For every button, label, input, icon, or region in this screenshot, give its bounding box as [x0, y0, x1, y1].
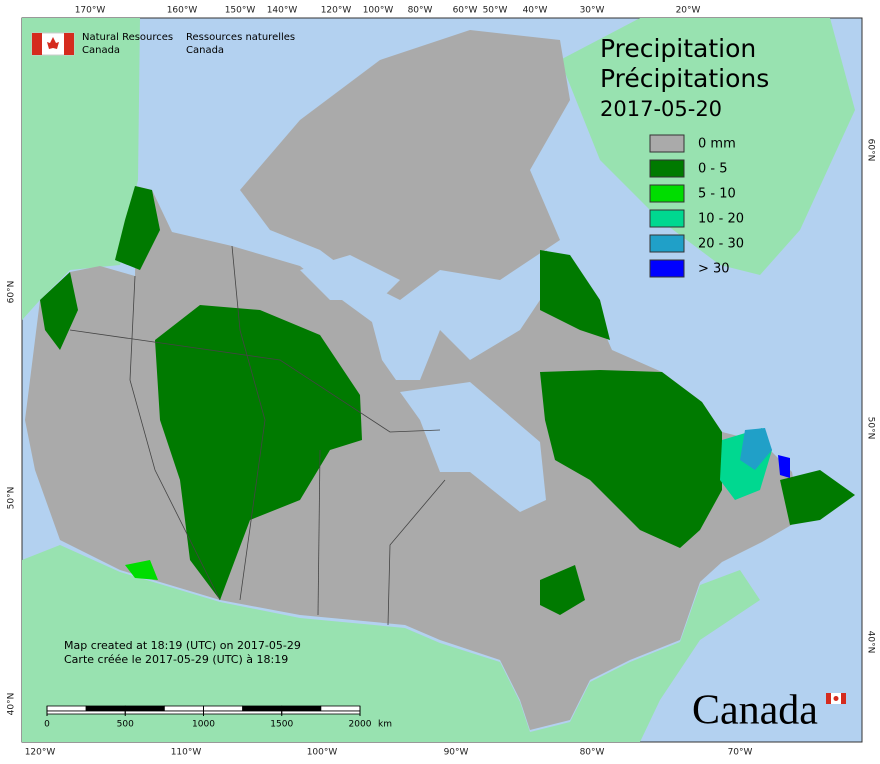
legend-swatch — [649, 184, 685, 203]
title: Précipitations — [600, 64, 769, 93]
greenland — [560, 18, 855, 275]
longitude-label: 110°W — [171, 748, 202, 758]
border — [231, 245, 266, 601]
wordmark: Canada — [692, 688, 818, 734]
longitude-label: 160°W — [167, 6, 198, 16]
precip-ontario — [540, 565, 585, 615]
flag-leaf — [47, 37, 59, 49]
longitude-label: 30°W — [580, 6, 605, 16]
date: 2017-05-20 — [600, 97, 722, 121]
legend-swatch — [649, 259, 685, 278]
border — [129, 275, 221, 601]
longitude-label: 100°W — [363, 6, 394, 16]
scale-label: 0 — [44, 720, 50, 730]
scale-segment — [281, 705, 322, 712]
scale-label: 1000 — [192, 720, 215, 730]
border — [69, 329, 441, 433]
channel — [300, 255, 400, 300]
precip-newfoundland — [780, 470, 855, 525]
precip-north-yukon — [115, 186, 160, 270]
flag-band — [826, 693, 831, 704]
latitude-label: 50°N — [7, 487, 17, 510]
border — [317, 449, 321, 616]
land — [22, 18, 855, 742]
border — [387, 479, 446, 626]
longitude-label: 120°W — [25, 748, 56, 758]
scale-segment — [124, 705, 165, 712]
scale-segment — [203, 705, 244, 712]
legend-label: 10 - 20 — [698, 212, 744, 227]
precip-west — [155, 305, 362, 600]
flag-band — [64, 33, 74, 55]
precip-labrador-high — [740, 428, 772, 470]
alaska — [22, 18, 140, 320]
wordmark-flag — [826, 693, 846, 704]
longitude-label: 120°W — [321, 6, 352, 16]
borders — [69, 245, 446, 626]
scale-segment — [85, 705, 126, 712]
latitude-label: 60°N — [7, 281, 17, 304]
longitude-label: 40°W — [523, 6, 548, 16]
hudson-bay — [400, 382, 546, 512]
longitude-label: 80°W — [408, 6, 433, 16]
scale-label: 500 — [117, 720, 134, 730]
legend-label: 5 - 10 — [698, 187, 736, 202]
longitude-label: 70°W — [728, 748, 753, 758]
latitude-label: 40°N — [866, 631, 876, 654]
longitude-label: 150°W — [225, 6, 256, 16]
note: Map created at 18:19 (UTC) on 2017-05-29 — [64, 639, 301, 652]
agency-fr: Ressources naturelles — [186, 32, 295, 43]
scale-segment — [124, 710, 204, 715]
flag-band — [32, 33, 42, 55]
legend-swatch — [649, 234, 685, 253]
precip-baffin — [540, 250, 610, 340]
longitude-label: 140°W — [267, 6, 298, 16]
title: Precipitation — [600, 34, 756, 63]
united-states — [22, 545, 760, 742]
scale-segment — [163, 705, 204, 712]
scale-unit: km — [378, 720, 392, 730]
legend-swatch — [649, 134, 685, 153]
note: Carte créée le 2017-05-29 (UTC) à 18:19 — [64, 653, 288, 666]
scale-segment — [46, 705, 87, 712]
scale-segment — [203, 710, 283, 715]
precip-max — [778, 455, 790, 478]
precip-quebec — [540, 370, 722, 548]
legend-label: 20 - 30 — [698, 237, 744, 252]
longitude-label: 90°W — [444, 748, 469, 758]
scale-label: 2000 — [349, 720, 372, 730]
legend-label: 0 mm — [698, 137, 736, 152]
latitude-label: 50°N — [866, 417, 876, 440]
longitude-label: 170°W — [75, 6, 106, 16]
legend-swatch — [649, 209, 685, 228]
latitude-label: 40°N — [7, 693, 17, 716]
arctic-islands — [240, 30, 570, 300]
precip-bc-south — [125, 560, 158, 580]
scale-segment — [46, 710, 126, 715]
longitude-label: 80°W — [580, 748, 605, 758]
legend-label: 0 - 5 — [698, 162, 728, 177]
longitude-label: 100°W — [307, 748, 338, 758]
agency-en: Natural Resources — [82, 32, 173, 43]
latitude-label: 60°N — [866, 139, 876, 162]
scale-segment — [281, 710, 361, 715]
flag-leaf — [833, 696, 839, 701]
precip-bc-coast — [40, 272, 78, 350]
flag — [31, 32, 75, 56]
scale-segment — [320, 705, 361, 712]
agency-en: Canada — [82, 45, 120, 56]
longitude-label: 60°W — [453, 6, 478, 16]
flag-band — [841, 693, 846, 704]
scale-label: 1500 — [270, 720, 293, 730]
scale-segment — [242, 705, 283, 712]
agency-fr: Canada — [186, 45, 224, 56]
legend-label: > 30 — [698, 262, 730, 277]
longitude-label: 20°W — [676, 6, 701, 16]
legend-swatch — [649, 159, 685, 178]
longitude-label: 50°W — [483, 6, 508, 16]
